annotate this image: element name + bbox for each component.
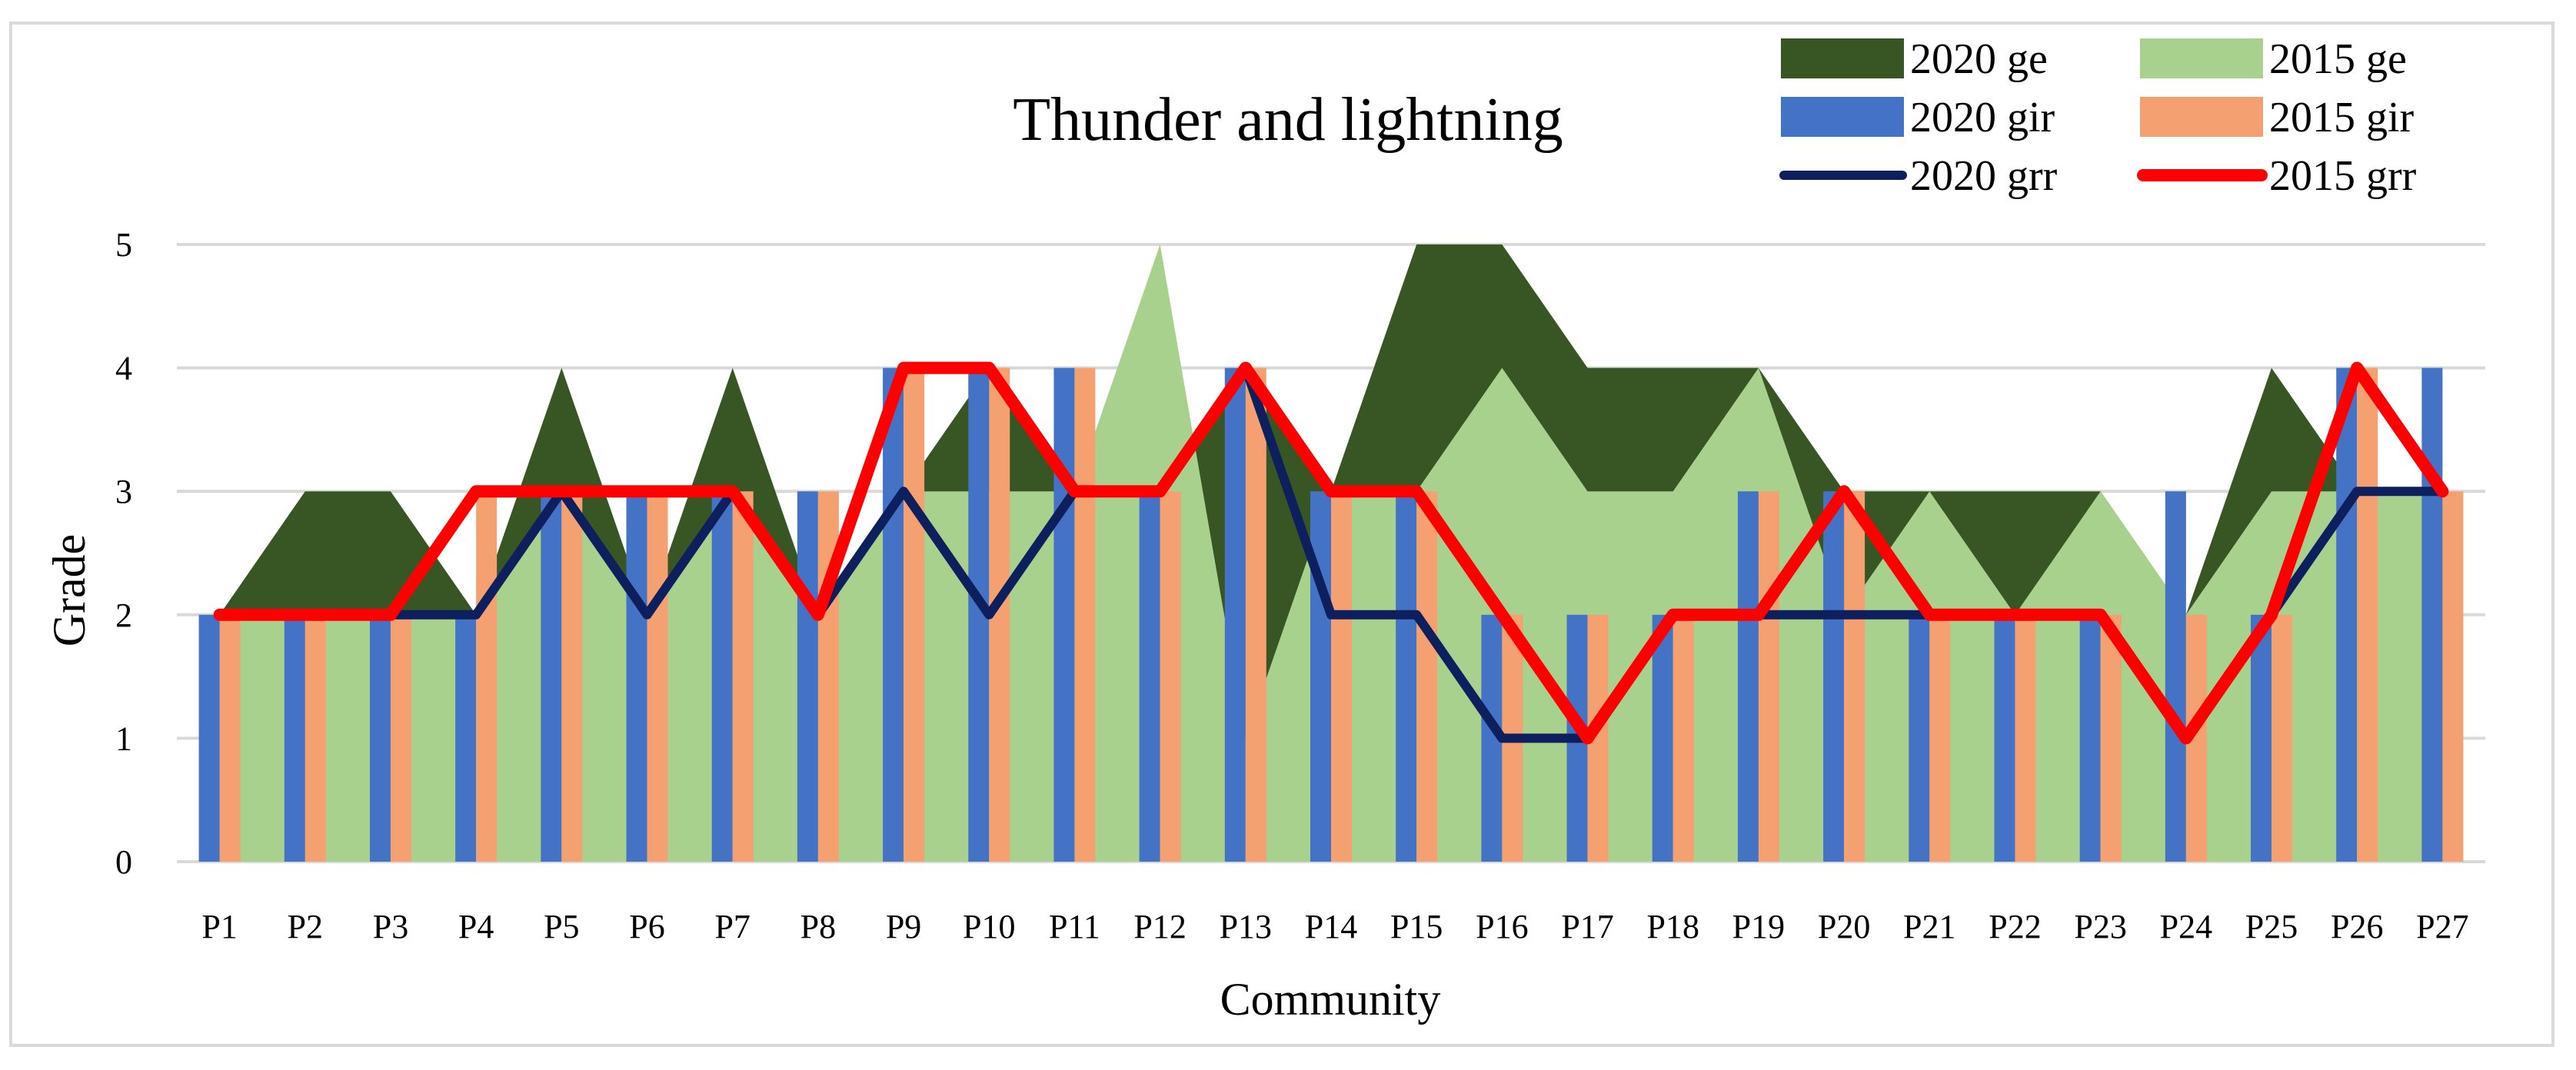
bar-2020-gir: [2165, 491, 2186, 862]
legend-label: 2020 gir: [1910, 94, 2055, 141]
bar-2020-gir: [1224, 367, 1246, 862]
y-tick-label: 4: [115, 350, 132, 387]
y-axis-title: Grade: [44, 534, 95, 647]
x-tick-label: P12: [1133, 908, 1186, 945]
bar-2015-gir: [390, 614, 411, 862]
x-tick-label: P25: [2245, 908, 2298, 945]
x-tick-label: P1: [201, 908, 237, 945]
bar-2020-gir: [198, 614, 220, 862]
bar-2015-gir: [2357, 367, 2378, 862]
bar-2020-gir: [1994, 614, 2015, 862]
x-tick-label: P18: [1646, 908, 1699, 945]
bar-2020-gir: [1396, 491, 1417, 862]
bar-2015-gir: [1074, 367, 1096, 862]
x-tick-label: P14: [1305, 908, 1357, 945]
x-tick-label: P20: [1818, 908, 1870, 945]
chart-frame: [9, 22, 2554, 1047]
bar-2020-gir: [883, 367, 904, 862]
y-axis-ticks: 0 1 2 3 4 5: [115, 226, 132, 881]
bar-2015-gir: [904, 367, 925, 862]
bar-2015-gir: [1758, 491, 1779, 862]
legend-swatch: [1781, 97, 1904, 137]
x-tick-label: P17: [1561, 908, 1613, 945]
bar-2015-gir: [1245, 367, 1266, 862]
x-tick-label: P27: [2416, 908, 2468, 945]
legend-label: 2015 grr: [2269, 152, 2417, 200]
bar-2015-gir: [1160, 491, 1181, 862]
bar-2020-gir: [1310, 491, 1331, 862]
bar-2020-gir: [1909, 614, 1930, 862]
x-axis-ticks: P1 P2 P3 P4 P5 P6 P7 P8 P9 P10 P11 P12 P13 P14 P15 P16 P…: [201, 908, 2468, 945]
bar-2015-gir: [476, 491, 498, 862]
x-tick-label: P21: [1903, 908, 1955, 945]
x-axis-title: Community: [1220, 974, 1441, 1025]
bar-2020-gir: [2251, 614, 2272, 862]
x-tick-label: P5: [544, 908, 579, 945]
bar-2015-gir: [219, 614, 241, 862]
bar-2020-gir: [1737, 491, 1759, 862]
x-tick-label: P22: [1989, 908, 2041, 945]
bar-2020-gir: [711, 491, 733, 862]
bar-2020-gir: [1053, 367, 1075, 862]
bar-2020-gir: [626, 491, 647, 862]
bar-2015-gir: [2442, 491, 2464, 862]
x-tick-label: P3: [373, 908, 408, 945]
x-tick-label: P13: [1220, 908, 1272, 945]
bar-2020-gir: [369, 614, 391, 862]
x-tick-label: P10: [963, 908, 1015, 945]
bar-2020-gir: [455, 614, 477, 862]
bar-2020-gir: [1823, 491, 1845, 862]
y-tick-label: 5: [115, 226, 132, 264]
x-tick-label: P26: [2331, 908, 2383, 945]
bar-2015-gir: [2015, 614, 2036, 862]
x-tick-label: P9: [886, 908, 921, 945]
bar-2015-gir: [561, 491, 583, 862]
x-tick-label: P15: [1390, 908, 1443, 945]
bar-2015-gir: [647, 491, 668, 862]
x-tick-label: P16: [1476, 908, 1528, 945]
bar-2020-gir: [541, 491, 562, 862]
chart-title: Thunder and lightning: [1013, 86, 1563, 154]
bar-2020-gir: [284, 614, 305, 862]
legend-label: 2020 grr: [1910, 152, 2058, 200]
y-tick-label: 0: [115, 843, 132, 881]
bar-2015-gir: [2271, 614, 2293, 862]
y-tick-label: 1: [115, 719, 132, 757]
bar-2020-gir: [2421, 367, 2443, 862]
x-tick-label: P8: [800, 908, 836, 945]
x-tick-label: P7: [714, 908, 750, 945]
bar-2015-gir: [305, 614, 326, 862]
x-tick-label: P2: [288, 908, 323, 945]
bar-2020-gir: [1139, 491, 1160, 862]
x-tick-label: P19: [1732, 908, 1785, 945]
legend-swatch: [2140, 38, 2263, 78]
bar-2020-gir: [2336, 367, 2358, 862]
bar-2015-gir: [1416, 491, 1438, 862]
x-tick-label: P11: [1049, 908, 1100, 945]
line-series: [213, 361, 2449, 745]
bar-2015-gir: [1929, 614, 1951, 862]
bar-2020-gir: [1652, 614, 1673, 862]
x-tick-label: P6: [629, 908, 664, 945]
legend: 2020 ge 2015 ge 2020 gir 2015 gir 2020 grr 20…: [1779, 35, 2417, 200]
legend-swatch: [1781, 38, 1904, 78]
bar-2015-gir: [1331, 491, 1352, 862]
bar-2015-gir: [732, 491, 754, 862]
legend-label: 2020 ge: [1910, 35, 2048, 83]
bar-2020-gir: [797, 491, 818, 862]
y-tick-label: 3: [115, 473, 132, 510]
bar-2015-gir: [1672, 614, 1694, 862]
y-tick-label: 2: [115, 596, 132, 634]
x-tick-label: P23: [2074, 908, 2126, 945]
legend-label: 2015 ge: [2269, 35, 2407, 83]
line-2015-grr: [213, 361, 2449, 745]
x-tick-label: P4: [458, 908, 494, 945]
legend-label: 2015 gir: [2269, 94, 2415, 141]
legend-swatch: [2140, 97, 2263, 137]
bar-2015-gir: [2100, 614, 2122, 862]
bar-2015-gir: [1844, 491, 1865, 862]
bar-2020-gir: [2079, 614, 2101, 862]
x-tick-label: P24: [2160, 908, 2212, 945]
